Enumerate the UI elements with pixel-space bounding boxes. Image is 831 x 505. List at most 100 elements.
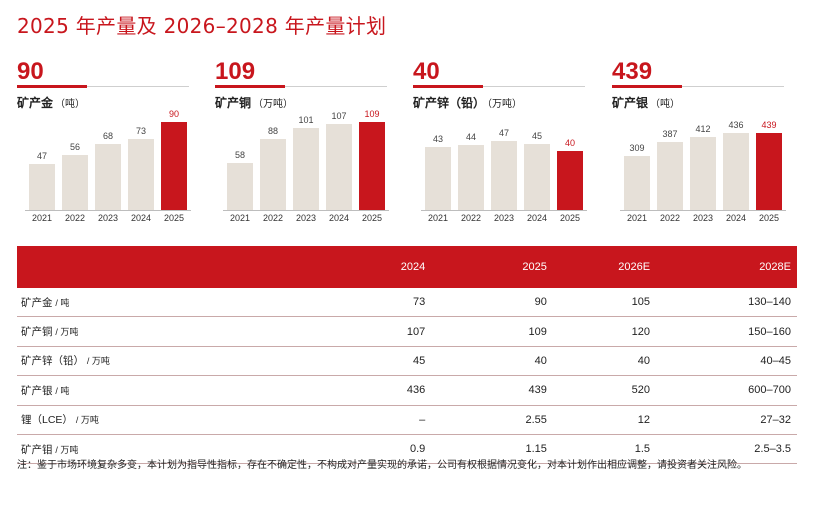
chart-label: 矿产铜 （万吨）	[215, 94, 293, 111]
x-tick-label: 2022	[64, 213, 86, 223]
bar-value-label: 45	[531, 131, 542, 141]
bar-value-label: 44	[465, 132, 476, 143]
chart-label-unit: （吨）	[55, 99, 86, 110]
table-cell: 1.15	[431, 434, 553, 465]
bar-value-label: 412	[695, 124, 711, 135]
bar	[260, 138, 286, 210]
table-cell: 45	[281, 346, 432, 377]
table-row: 矿产金 / 吨 73 90 105 130–140	[17, 288, 797, 318]
bar-value-label: 88	[267, 125, 278, 136]
divider	[17, 86, 189, 87]
bar-value-label: 436	[728, 120, 744, 131]
bar	[161, 122, 187, 210]
table-header-row: 2024 2025 2026E 2028E	[17, 246, 797, 288]
table-header-2026e: 2026E	[618, 261, 651, 273]
chart-headline-value: 109	[215, 58, 256, 85]
x-tick-label: 2023	[295, 213, 317, 223]
x-tick-label: 2021	[31, 213, 53, 223]
table-row: 矿产铜 / 万吨 107 109 120 150–160	[17, 316, 797, 347]
row-item-label: 矿产金 / 吨	[17, 288, 282, 318]
x-tick-label: 2025	[559, 213, 581, 223]
bar	[524, 144, 550, 210]
x-axis-line	[25, 210, 191, 211]
table-cell: 12	[552, 405, 657, 435]
bar-value-label: 47	[36, 151, 47, 162]
chart-label-text: 矿产金	[17, 96, 54, 110]
bar-value-label: 387	[662, 128, 678, 139]
production-plan-table: 2024 2025 2026E 2028E 矿产金 / 吨 73 90 105 …	[17, 246, 797, 465]
bar-value-label: 107	[331, 110, 347, 121]
x-tick-label: 2021	[626, 213, 648, 223]
bar	[128, 138, 154, 210]
chart-label-unit: （万吨）	[253, 99, 294, 110]
x-tick-label: 2024	[328, 213, 350, 223]
table-cell: 107	[281, 316, 432, 347]
x-tick-label: 2023	[97, 213, 119, 223]
table-cell: –	[281, 405, 432, 435]
table-cell: 520	[552, 375, 657, 406]
table-cell: 40–45	[656, 346, 797, 377]
x-tick-label: 2025	[758, 213, 780, 223]
table-header-item	[17, 246, 281, 288]
table-cell: 73	[281, 288, 432, 318]
bar-value-label: 109	[364, 109, 380, 119]
x-tick-label: 2021	[427, 213, 449, 223]
bar	[326, 123, 352, 210]
table-row: 矿产锌（铅） / 万吨 45 40 40 40–45	[17, 346, 797, 377]
table-cell: 120	[552, 316, 657, 347]
bar	[359, 122, 385, 210]
x-tick-label: 2024	[725, 213, 747, 223]
row-item-label: 矿产锌（铅） / 万吨	[17, 346, 282, 377]
x-tick-label: 2024	[130, 213, 152, 223]
bar-value-label: 58	[234, 150, 245, 161]
bar-value-label: 47	[498, 128, 509, 139]
x-axis-line	[620, 210, 786, 211]
table-cell: 2.55	[431, 405, 553, 435]
divider-accent	[413, 85, 483, 88]
divider-accent	[17, 85, 87, 88]
bar	[29, 164, 55, 210]
x-tick-label: 2023	[493, 213, 515, 223]
x-tick-label: 2025	[163, 213, 185, 223]
x-tick-label: 2023	[692, 213, 714, 223]
table-cell: 130–140	[656, 288, 797, 318]
table-header-2024: 2024	[400, 261, 426, 273]
table-cell: 109	[431, 316, 553, 347]
table-cell: 40	[552, 346, 657, 377]
bar-value-label: 439	[761, 119, 777, 130]
chart-panel: 109 矿产铜 （万吨） 58 2021 88 2022 101 2023 107 2024 109 2…	[215, 58, 389, 228]
table-row: 矿产钼 / 万吨 0.9 1.15 1.5 2.5–3.5	[17, 434, 797, 465]
row-item-label: 锂（LCE） / 万吨	[17, 405, 282, 435]
table-cell: 40	[431, 346, 553, 377]
table-cell: 2.5–3.5	[656, 434, 797, 465]
x-tick-label: 2025	[361, 213, 383, 223]
bar-value-label: 101	[298, 115, 314, 126]
chart-panel: 439 矿产银 （吨） 309 2021 387 2022 412 2023 436 2024 439…	[612, 58, 786, 228]
chart-label-text: 矿产银	[612, 96, 649, 110]
footnote: 注：鉴于市场环境复杂多变，本计划为指导性指标，存在不确定性，不构成对产量实现的承…	[17, 460, 747, 471]
x-axis-line	[421, 210, 587, 211]
table-cell: 1.5	[552, 434, 657, 465]
chart-label-unit: （吨）	[650, 99, 681, 110]
bar	[657, 141, 683, 210]
row-item-label: 矿产钼 / 万吨	[17, 434, 282, 465]
x-tick-label: 2024	[526, 213, 548, 223]
chart-label: 矿产锌（铅） （万吨）	[413, 94, 522, 111]
bar	[62, 155, 88, 210]
table-cell: 436	[281, 375, 432, 406]
chart-label-text: 矿产锌（铅）	[413, 96, 486, 110]
x-tick-label: 2022	[460, 213, 482, 223]
bar	[557, 151, 583, 210]
bar	[425, 146, 451, 210]
chart-headline-value: 439	[612, 58, 653, 85]
table-header-2025: 2025	[522, 261, 547, 273]
bar	[458, 145, 484, 210]
chart-label: 矿产银 （吨）	[612, 94, 680, 111]
x-axis-line	[223, 210, 389, 211]
bar-value-label: 40	[564, 138, 575, 149]
chart-panel: 40 矿产锌（铅） （万吨） 43 2021 44 2022 47 2023 45 2024 40 20…	[413, 58, 587, 228]
chart-label-unit: （万吨）	[487, 99, 523, 110]
table-cell: 600–700	[656, 375, 797, 406]
table-cell: 27–32	[656, 405, 797, 435]
table-row: 锂（LCE） / 万吨 – 2.55 12 27–32	[17, 405, 797, 435]
